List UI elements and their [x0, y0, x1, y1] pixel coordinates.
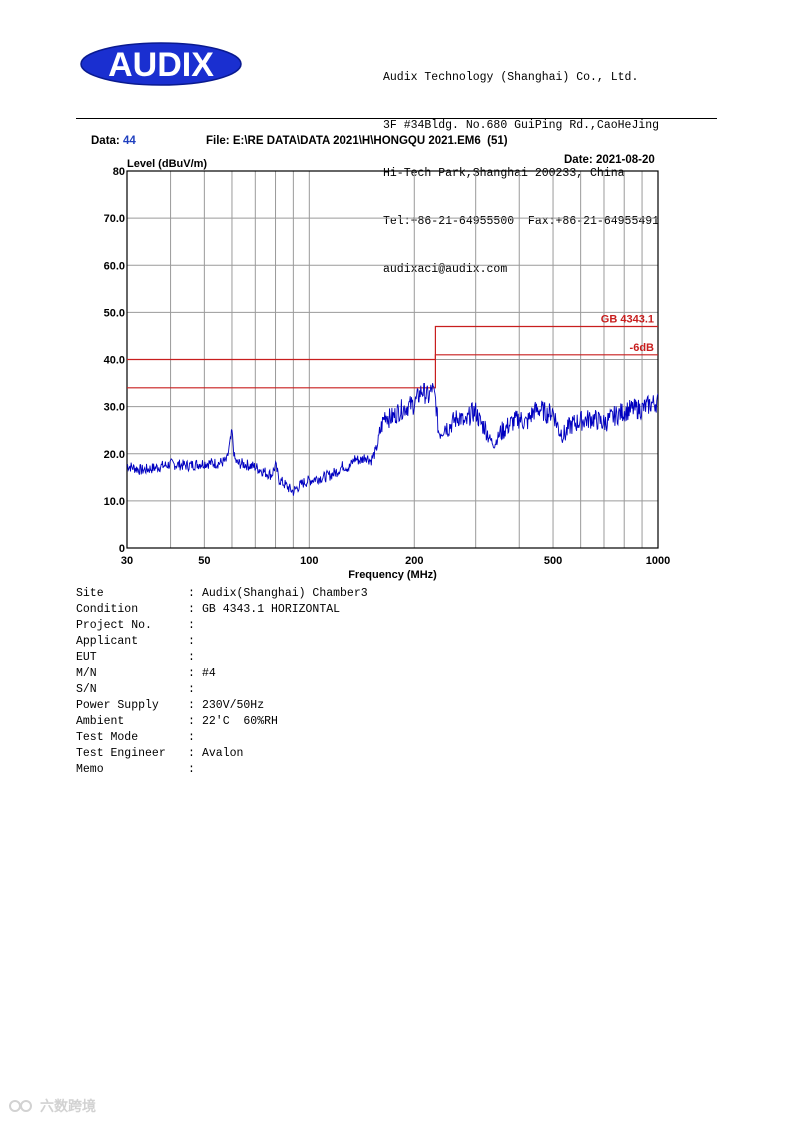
info-row: Project No.: [76, 618, 368, 634]
info-key: Test Engineer [76, 747, 166, 760]
info-key: Condition [76, 603, 139, 616]
company-address-line-2: Hi-Tech Park,Shanghai 200233, China [383, 167, 625, 180]
info-row: Site: Audix(Shanghai) Chamber3 [76, 586, 368, 602]
info-key: Project No. [76, 619, 152, 632]
info-key: Memo [76, 763, 104, 776]
x-tick-label: 100 [300, 555, 318, 567]
y-tick-label: 70.0 [104, 213, 125, 225]
info-row: Applicant: [76, 634, 368, 650]
info-value: 22'C 60%RH [202, 715, 278, 728]
info-value: 230V/50Hz [202, 699, 265, 712]
audix-logo: AUDIX [80, 42, 242, 86]
info-value: GB 4343.1 HORIZONTAL [202, 603, 341, 616]
company-name: Audix Technology (Shanghai) Co., Ltd. [383, 71, 639, 84]
info-separator: : [188, 635, 195, 648]
y-axis-label: Level (dBuV/m) [127, 158, 207, 170]
info-value: Avalon [202, 747, 244, 760]
info-separator: : [188, 587, 195, 600]
y-tick-label: 80 [113, 166, 125, 178]
info-row: Test Mode: [76, 730, 368, 746]
info-key: Power Supply [76, 699, 159, 712]
info-row: Power Supply:230V/50Hz [76, 698, 368, 714]
data-label: Data: [91, 135, 120, 147]
limit-line [127, 325, 658, 361]
y-tick-label: 10.0 [104, 496, 125, 508]
file-path: File: E:\RE DATA\DATA 2021\H\HONGQU 2021… [206, 135, 508, 147]
info-separator: : [188, 747, 195, 760]
info-separator: : [188, 603, 195, 616]
y-tick-label: 0 [119, 543, 125, 555]
x-axis-label: Frequency (MHz) [348, 569, 437, 581]
x-tick-label: 1000 [646, 555, 670, 567]
info-row: S/N: [76, 682, 368, 698]
info-key: S/N [76, 683, 97, 696]
info-key: Test Mode [76, 731, 139, 744]
info-key: M/N [76, 667, 97, 680]
info-row: EUT: [76, 650, 368, 666]
company-address-line-1: 3F #34Bldg. No.680 GuiPing Rd.,CaoHeJing [383, 119, 660, 132]
info-row: Test Engineer: Avalon [76, 746, 368, 762]
info-separator: : [188, 667, 195, 680]
info-row: M/N: #4 [76, 666, 368, 682]
info-key: Applicant [76, 635, 139, 648]
data-number: Data: 44 [91, 135, 136, 147]
info-key: Site [76, 587, 104, 600]
limit-label: GB 4343.1 [601, 314, 654, 326]
y-tick-label: 50.0 [104, 307, 125, 319]
info-key: EUT [76, 651, 97, 664]
info-row: Memo: [76, 762, 368, 778]
x-tick-label: 500 [544, 555, 562, 567]
info-separator: : [188, 699, 195, 712]
info-separator: : [188, 731, 195, 744]
y-tick-label: 60.0 [104, 260, 125, 272]
info-value: Audix(Shanghai) Chamber3 [202, 587, 368, 600]
info-separator: : [188, 715, 195, 728]
header-divider [76, 118, 717, 119]
info-separator: : [188, 763, 195, 776]
info-row: Condition: GB 4343.1 HORIZONTAL [76, 602, 368, 618]
emission-chart: 0 10.0 20.0 30.0 40.0 50.0 60.0 70.0 80 30 50 100 20… [104, 158, 671, 581]
info-value: #4 [202, 667, 216, 680]
info-separator: : [188, 683, 195, 696]
limit-label: -6dB [630, 342, 655, 354]
info-separator: : [188, 651, 195, 664]
x-tick-label: 30 [121, 555, 133, 567]
y-tick-label: 30.0 [104, 402, 125, 414]
limit-line [127, 354, 658, 389]
y-tick-label: 40.0 [104, 355, 125, 367]
info-separator: : [188, 619, 195, 632]
info-row: Ambient:22'C 60%RH [76, 714, 368, 730]
measurement-trace [127, 383, 658, 496]
x-tick-label: 200 [405, 555, 423, 567]
data-value: 44 [122, 135, 136, 147]
test-date: Date: 2021-08-20 [564, 154, 655, 166]
watermark: 六数跨境 [8, 1096, 96, 1116]
x-tick-label: 50 [198, 555, 210, 567]
test-info-table: Site: Audix(Shanghai) Chamber3 Condition: G… [76, 586, 368, 778]
watermark-text: 六数跨境 [40, 1098, 96, 1114]
logo-text: AUDIX [108, 46, 214, 84]
info-key: Ambient [76, 715, 125, 728]
watermark-logo-icon [9, 1100, 32, 1112]
y-tick-label: 20.0 [104, 449, 125, 461]
